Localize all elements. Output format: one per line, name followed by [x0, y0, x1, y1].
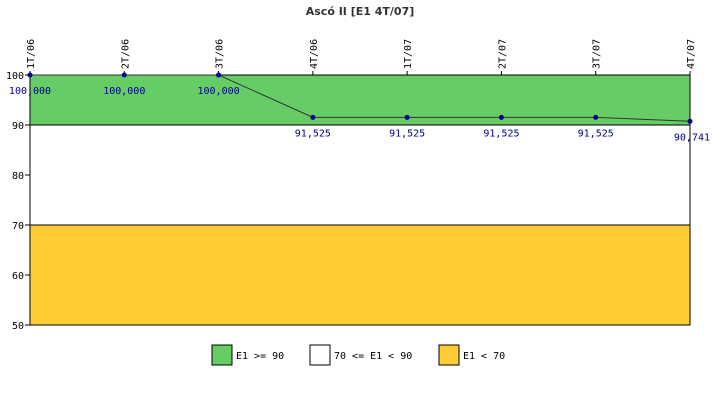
y-axis: 50 60 70 80 90 100	[6, 71, 30, 332]
x-tick-label: 1T/06	[26, 39, 37, 69]
data-label: 100,000	[9, 86, 51, 97]
x-tick-label: 2T/06	[120, 39, 131, 69]
series: 100,000 100,000 100,000 91,525 91,525 91,525 9…	[9, 72, 710, 143]
band-0	[29, 74, 691, 126]
y-tick-label: 60	[12, 271, 24, 282]
x-tick-label: 4T/06	[309, 39, 320, 69]
data-label: 91,525	[295, 128, 331, 139]
chart-title: Ascó II [E1 4T/07]	[306, 5, 415, 18]
data-label: 91,525	[483, 128, 519, 139]
data-label: 91,525	[389, 128, 425, 139]
legend-label: 70 <= E1 < 90	[334, 351, 412, 362]
x-tick-label: 3T/06	[215, 39, 226, 69]
legend: E1 >= 90 70 <= E1 < 90 E1 < 70	[211, 344, 505, 366]
data-point	[593, 114, 599, 120]
data-point	[216, 72, 222, 78]
data-label: 90,741	[674, 132, 710, 143]
plot-frame	[29, 74, 691, 326]
band-1	[29, 124, 691, 226]
y-tick-label: 100	[6, 71, 24, 82]
y-tick-label: 50	[12, 321, 24, 332]
legend-label: E1 < 70	[463, 351, 505, 362]
x-tick-label: 3T/07	[592, 39, 603, 69]
threshold-bands	[29, 74, 691, 326]
data-point	[404, 114, 410, 120]
series-line	[30, 74, 691, 122]
x-tick-label: 2T/07	[497, 39, 508, 69]
data-label: 100,000	[103, 86, 145, 97]
data-point	[687, 118, 693, 124]
x-axis: 1T/06 2T/06 3T/06 4T/06 1T/07 2T/07 3T/07 4T/07	[26, 39, 697, 75]
data-label: 100,000	[197, 86, 239, 97]
data-label: 91,525	[578, 128, 614, 139]
data-point	[310, 114, 316, 120]
data-point	[27, 72, 33, 78]
y-tick-label: 90	[12, 121, 24, 132]
band-2	[29, 224, 691, 326]
y-tick-label: 70	[12, 221, 24, 232]
legend-label: E1 >= 90	[236, 351, 284, 362]
x-tick-label: 4T/07	[686, 39, 697, 69]
y-tick-label: 80	[12, 171, 24, 182]
legend-swatch	[211, 344, 233, 366]
data-point	[498, 114, 504, 120]
data-point	[121, 72, 127, 78]
legend-swatch	[438, 344, 460, 366]
legend-swatch	[309, 344, 331, 366]
x-tick-label: 1T/07	[403, 39, 414, 69]
